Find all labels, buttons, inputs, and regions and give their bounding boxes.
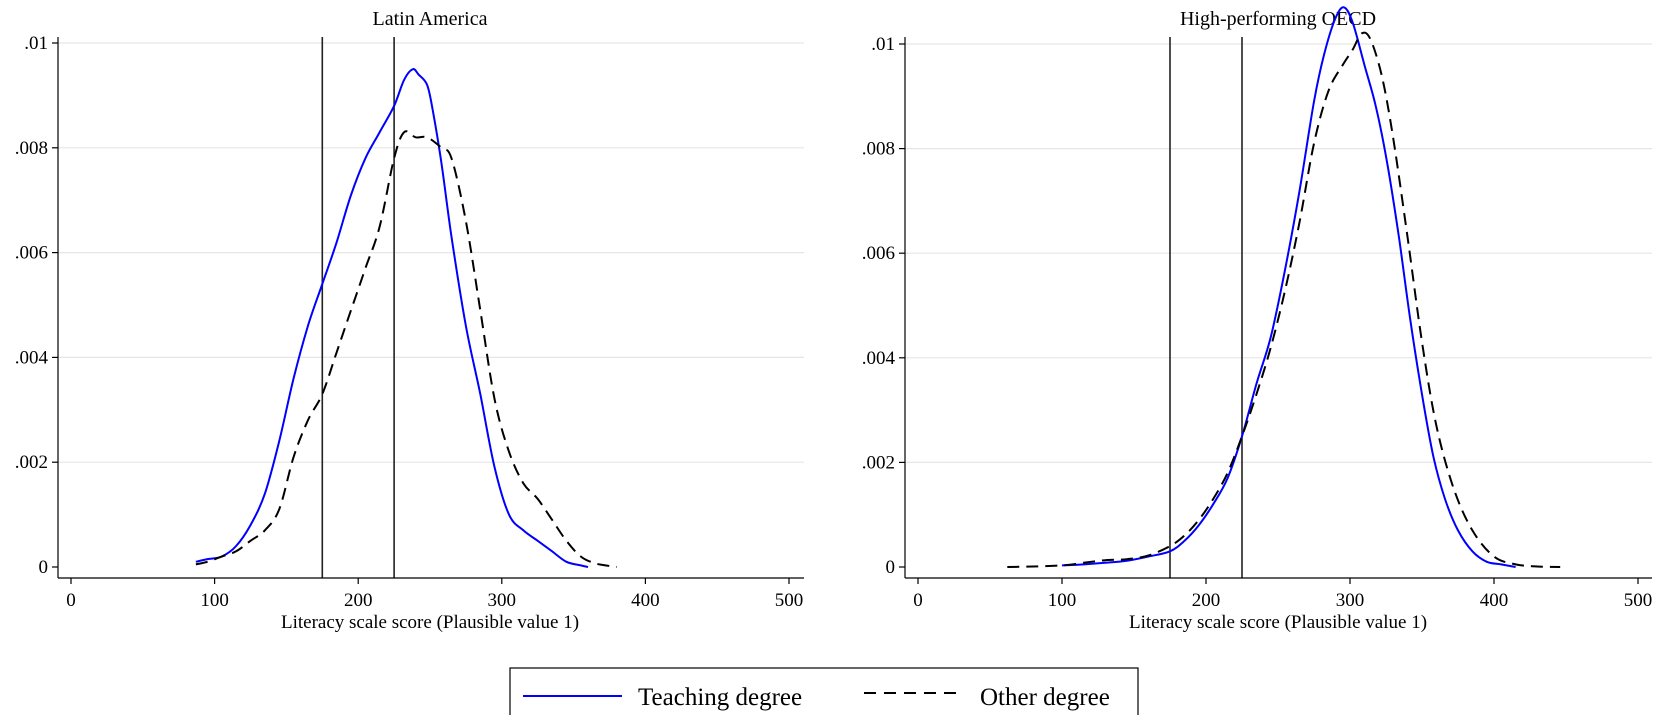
- panel-2-y-tick-label: .008: [862, 139, 895, 160]
- panel-1-title: Latin America: [373, 8, 488, 30]
- panel-1-y-tick-label: 0: [39, 557, 49, 578]
- panel-1-x-tick-label: 0: [66, 590, 76, 611]
- panel-1-x-tick-label: 200: [344, 590, 373, 611]
- panel-2-x-tick-label: 400: [1480, 590, 1509, 611]
- panel-1-y-tick-label: .004: [15, 347, 49, 368]
- panel-2: 0 .002 .004 .006 .008 .01 0 100 200 300 400 500 High…: [862, 6, 1653, 633]
- panel-2-series-other-degree: [1007, 31, 1561, 568]
- panel-1-series-teaching-degree: [195, 68, 589, 568]
- panel-1-y-tick-label: .006: [15, 243, 48, 264]
- panel-2-y-tick-label: 0: [886, 557, 896, 578]
- panel-1-x-axis-title: Literacy scale score (Plausible value 1): [281, 612, 579, 633]
- panel-2-title: High-performing OECD: [1180, 8, 1376, 30]
- panel-1-y-tick-label: .01: [24, 33, 48, 54]
- panel-1-x-tick-label: 500: [775, 590, 804, 611]
- panel-1-y-tick-label: .002: [15, 452, 48, 473]
- panel-2-y-tick-label: .002: [862, 452, 895, 473]
- panel-1-series-other-degree: [195, 130, 617, 568]
- panel-1-x-tick-label: 400: [631, 590, 660, 611]
- panel-2-x-tick-label: 500: [1624, 590, 1653, 611]
- panel-2-x-tick-label: 100: [1048, 590, 1077, 611]
- legend-other-label: Other degree: [980, 684, 1110, 711]
- panel-1: 0 .002 .004 .006 .008 .01 0 100 200 300 400 500 Lati…: [15, 8, 804, 633]
- panel-2-y-tick-label: .004: [862, 348, 896, 369]
- panel-1-y-tick-label: .008: [15, 138, 48, 159]
- panel-2-series-teaching-degree: [1061, 6, 1516, 568]
- legend: Teaching degree Other degree: [509, 667, 1139, 715]
- panel-2-y-tick-label: .006: [862, 243, 895, 264]
- panel-2-x-axis-title: Literacy scale score (Plausible value 1): [1129, 612, 1427, 633]
- panel-2-x-tick-label: 300: [1336, 590, 1365, 611]
- legend-teaching-label: Teaching degree: [638, 684, 802, 711]
- panel-2-y-tick-label: .01: [871, 34, 895, 55]
- panel-2-x-tick-label: 0: [913, 590, 923, 611]
- panel-1-x-tick-label: 100: [200, 590, 229, 611]
- panel-2-x-tick-label: 200: [1192, 590, 1221, 611]
- panel-1-x-tick-label: 300: [488, 590, 517, 611]
- legend-box: [509, 667, 1139, 715]
